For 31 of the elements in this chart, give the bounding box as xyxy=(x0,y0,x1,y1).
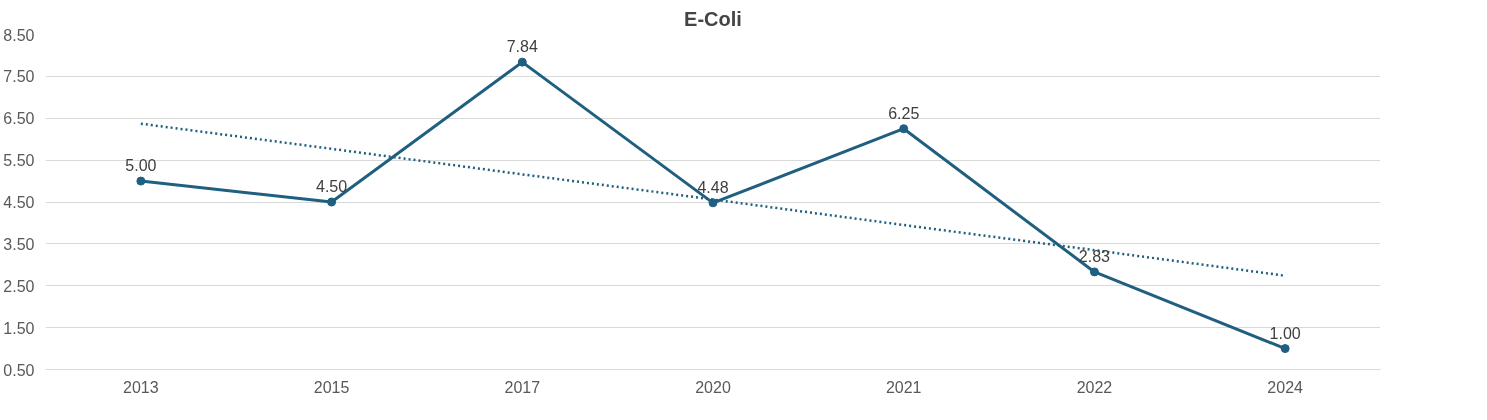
point xyxy=(1280,344,1290,354)
data-label: 4.50 xyxy=(316,178,348,195)
y-tick-label: 0.50 xyxy=(3,361,35,379)
data-label: 4.48 xyxy=(697,178,729,196)
x-tick-label: 2021 xyxy=(885,378,922,396)
x-tick-label: 2024 xyxy=(1267,378,1304,396)
point xyxy=(136,176,146,186)
x-tick-label: 2022 xyxy=(1076,378,1113,396)
x-tick-label: 2013 xyxy=(123,378,159,396)
data-label: 5.00 xyxy=(125,157,157,175)
data-label: 2.83 xyxy=(1078,247,1111,265)
x-tick-label: 2015 xyxy=(313,378,350,396)
y-tick-label: 5.50 xyxy=(3,152,35,170)
point xyxy=(327,197,337,207)
point xyxy=(899,124,909,134)
x-tick-label: 2017 xyxy=(504,378,541,396)
chart-title: E-Coli xyxy=(684,7,742,30)
point xyxy=(708,198,718,208)
y-tick-label: 1.50 xyxy=(3,319,35,337)
point xyxy=(517,57,527,67)
data-label: 1.00 xyxy=(1269,324,1301,342)
y-tick-label: 7.50 xyxy=(3,68,35,86)
data-label: 6.25 xyxy=(888,104,920,122)
x-tick-label: 2020 xyxy=(695,378,731,396)
y-tick-label: 6.50 xyxy=(3,110,35,128)
point xyxy=(1089,267,1099,277)
data-label: 7.84 xyxy=(506,38,538,56)
y-tick-label: 4.50 xyxy=(3,194,35,211)
y-tick-label: 8.50 xyxy=(3,26,35,44)
y-tick-label: 3.50 xyxy=(3,235,35,253)
y-tick-label: 2.50 xyxy=(3,277,35,295)
